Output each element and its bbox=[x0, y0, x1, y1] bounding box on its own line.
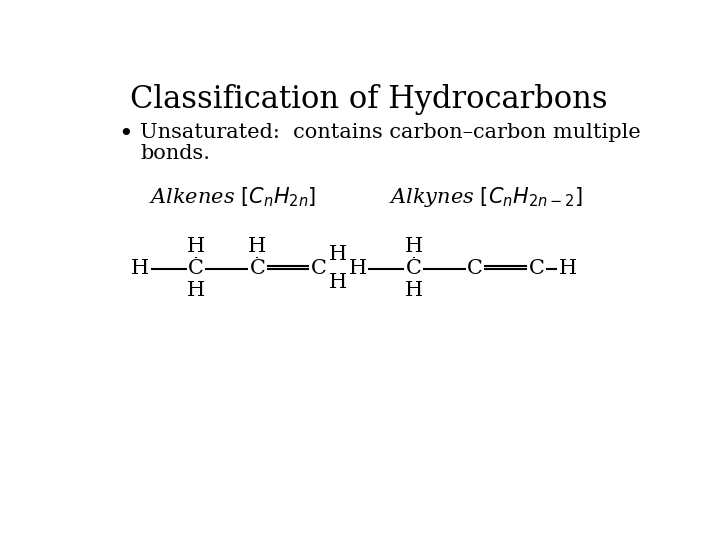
Text: H: H bbox=[405, 281, 423, 300]
Text: Alkynes $[C_nH_{2n-2}]$: Alkynes $[C_nH_{2n-2}]$ bbox=[390, 185, 583, 210]
Text: C: C bbox=[311, 259, 327, 278]
Text: bonds.: bonds. bbox=[140, 144, 210, 163]
Text: •: • bbox=[118, 123, 132, 146]
Text: H: H bbox=[559, 259, 577, 278]
Text: Unsaturated:  contains carbon–carbon multiple: Unsaturated: contains carbon–carbon mult… bbox=[140, 123, 641, 142]
Text: C: C bbox=[249, 259, 266, 278]
Text: Classification of Hydrocarbons: Classification of Hydrocarbons bbox=[130, 84, 608, 114]
Text: H: H bbox=[328, 273, 347, 292]
Text: H: H bbox=[248, 237, 266, 256]
Text: H: H bbox=[187, 237, 205, 256]
Text: Alkenes $[C_nH_{2n}]$: Alkenes $[C_nH_{2n}]$ bbox=[148, 185, 316, 209]
Text: C: C bbox=[528, 259, 544, 278]
Text: H: H bbox=[405, 237, 423, 256]
Text: C: C bbox=[405, 259, 422, 278]
Text: H: H bbox=[131, 259, 149, 278]
Text: H: H bbox=[328, 245, 347, 264]
Text: C: C bbox=[188, 259, 204, 278]
Text: H: H bbox=[187, 281, 205, 300]
Text: H: H bbox=[348, 259, 367, 278]
Text: C: C bbox=[467, 259, 483, 278]
